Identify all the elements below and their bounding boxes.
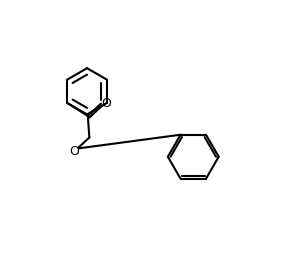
- Text: O: O: [69, 145, 79, 158]
- Text: O: O: [101, 97, 111, 110]
